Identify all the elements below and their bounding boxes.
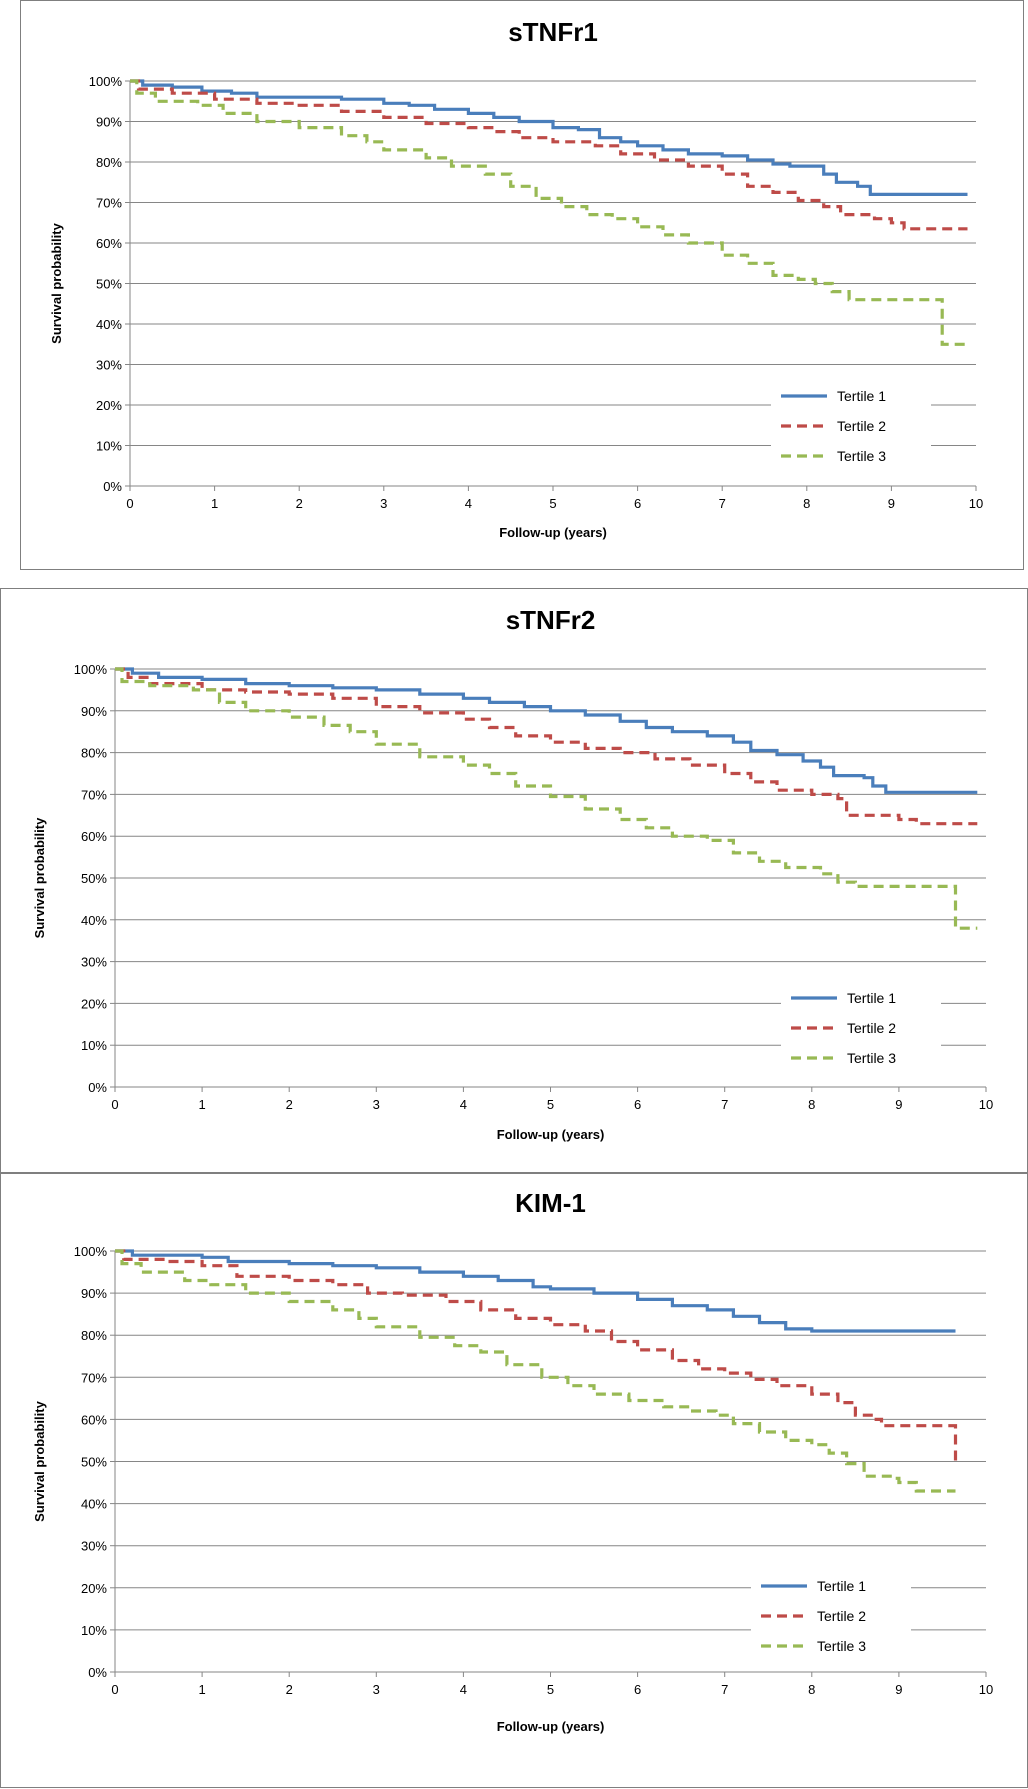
y-tick-label: 100% [74,662,108,677]
chart-title: sTNFr2 [506,605,596,635]
series-line-tertile-2 [115,1249,958,1462]
y-tick-label: 80% [81,1328,107,1343]
y-tick-label: 60% [81,1412,107,1427]
series-line-tertile-3 [115,1249,956,1493]
x-tick-label: 8 [808,1682,815,1697]
x-tick-label: 7 [721,1682,728,1697]
y-tick-label: 100% [89,74,123,89]
x-tick-label: 0 [126,496,133,511]
x-tick-label: 1 [198,1682,205,1697]
legend-label-tertile-1: Tertile 1 [847,990,896,1006]
y-tick-label: 50% [81,1455,107,1470]
y-tick-label: 20% [81,1581,107,1596]
legend-label-tertile-3: Tertile 3 [817,1638,866,1654]
y-tick-label: 30% [81,1539,107,1554]
x-tick-label: 1 [211,496,218,511]
x-tick-label: 3 [373,1097,380,1112]
legend-label-tertile-3: Tertile 3 [837,448,886,464]
y-tick-label: 60% [96,236,122,251]
y-tick-label: 90% [81,704,107,719]
chart-svg-stnfr2: sTNFr2 0% 10% 20% 30% 40% 50% 60% 70% 80% 90% 100% 0… [32,605,993,1142]
legend-label-tertile-1: Tertile 1 [837,388,886,404]
y-tick-label: 50% [96,277,122,292]
chart-title: KIM-1 [515,1188,586,1218]
series-line-tertile-1 [115,1249,956,1333]
y-axis-title: Survival probability [49,222,64,343]
x-axis-title: Follow-up (years) [499,525,607,540]
y-tick-label: 80% [96,155,122,170]
y-axis-title: Survival probability [32,1400,47,1521]
x-tick-label: 3 [373,1682,380,1697]
y-tick-label: 30% [96,358,122,373]
x-tick-label: 7 [721,1097,728,1112]
legend-label-tertile-2: Tertile 2 [847,1020,896,1036]
x-tick-label: 4 [460,1682,467,1697]
y-axis-title: Survival probability [32,817,47,938]
x-tick-label: 9 [895,1097,902,1112]
x-tick-label: 9 [888,496,895,511]
chart-title: sTNFr1 [508,17,598,47]
y-tick-label: 20% [96,398,122,413]
x-tick-label: 1 [198,1097,205,1112]
y-tick-label: 0% [103,479,122,494]
legend-label-tertile-1: Tertile 1 [817,1578,866,1594]
x-tick-label: 4 [465,496,472,511]
y-tick-label: 70% [81,787,107,802]
y-tick-label: 10% [96,439,122,454]
chart-svg-stnfr1: sTNFr1 0% 10% 20% 30% 40% 50% 60% 70% 80% 90% 100% 0… [49,17,983,540]
x-tick-label: 5 [547,1682,554,1697]
legend-label-tertile-3: Tertile 3 [847,1050,896,1066]
y-tick-label: 30% [81,955,107,970]
y-tick-label: 40% [96,317,122,332]
x-tick-label: 2 [286,1682,293,1697]
x-tick-label: 10 [979,1682,993,1697]
x-tick-label: 3 [380,496,387,511]
x-tick-label: 5 [547,1097,554,1112]
x-tick-label: 4 [460,1097,467,1112]
x-tick-label: 10 [979,1097,993,1112]
chart-panel-stnfr2: sTNFr2 0% 10% 20% 30% 40% 50% 60% 70% 80% 90% 100% 0… [0,588,1028,1173]
y-tick-label: 10% [81,1038,107,1053]
x-tick-label: 6 [634,1682,641,1697]
series-line-tertile-2 [115,667,978,826]
y-tick-label: 90% [81,1286,107,1301]
legend-label-tertile-2: Tertile 2 [837,418,886,434]
y-tick-label: 70% [96,196,122,211]
x-tick-label: 7 [719,496,726,511]
x-tick-label: 6 [634,496,641,511]
series-line-tertile-1 [115,667,978,794]
chart-panel-stnfr1: sTNFr1 0% 10% 20% 30% 40% 50% 60% 70% 80% 90% 100% 0… [20,0,1024,570]
y-tick-label: 80% [81,746,107,761]
y-tick-label: 40% [81,1497,107,1512]
x-tick-label: 2 [286,1097,293,1112]
chart-panel-kim1: KIM-1 0% 10% 20% 30% 40% 50% 60% 70% 80% 90% 100% 0 1… [0,1173,1028,1788]
chart-svg-kim1: KIM-1 0% 10% 20% 30% 40% 50% 60% 70% 80% 90% 100% 0 1… [32,1188,993,1734]
x-tick-label: 5 [549,496,556,511]
x-tick-label: 8 [808,1097,815,1112]
y-tick-label: 50% [81,871,107,886]
x-tick-label: 8 [803,496,810,511]
x-tick-label: 2 [296,496,303,511]
x-axis-title: Follow-up (years) [497,1719,605,1734]
y-tick-label: 40% [81,913,107,928]
y-tick-label: 70% [81,1370,107,1385]
y-tick-label: 60% [81,829,107,844]
series-line-tertile-3 [115,667,978,930]
y-tick-label: 0% [88,1665,107,1680]
x-axis-title: Follow-up (years) [497,1127,605,1142]
x-tick-label: 0 [111,1097,118,1112]
legend-label-tertile-2: Tertile 2 [817,1608,866,1624]
x-tick-label: 10 [969,496,983,511]
y-tick-label: 0% [88,1080,107,1095]
y-tick-label: 20% [81,996,107,1011]
series-line-tertile-1 [130,79,968,196]
x-tick-label: 9 [895,1682,902,1697]
x-tick-label: 0 [111,1682,118,1697]
y-tick-label: 100% [74,1244,108,1259]
y-tick-label: 10% [81,1623,107,1638]
x-tick-label: 6 [634,1097,641,1112]
series-line-tertile-2 [130,79,968,231]
series-line-tertile-3 [130,79,968,346]
y-tick-label: 90% [96,115,122,130]
